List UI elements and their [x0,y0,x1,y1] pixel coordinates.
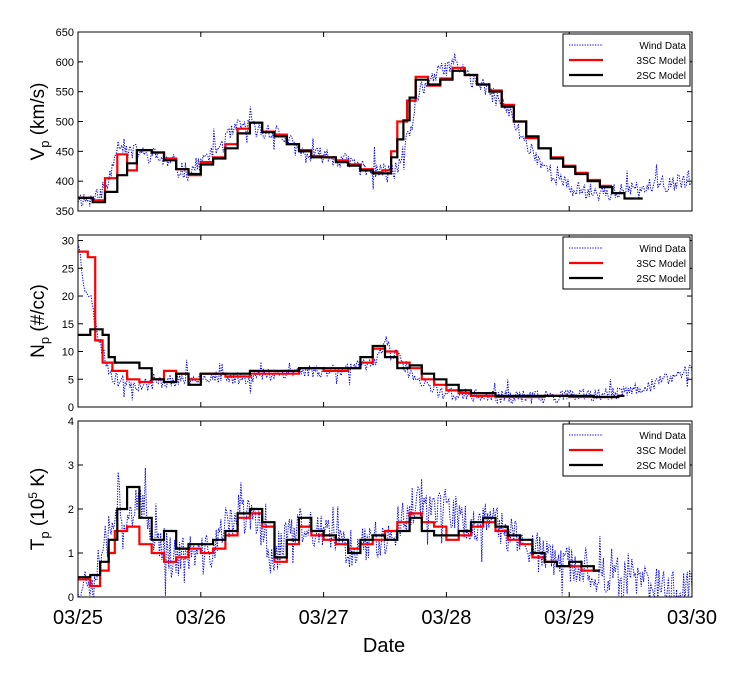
x-tick-label: 03/27 [299,607,349,629]
y-tick-label: 450 [56,146,74,158]
y-axis-label-tp: Tp (105 K) [26,468,52,551]
x-axis: 03/25 03/26 03/27 03/28 03/29 03/30 [53,607,717,629]
panel-vp: 350 400 450 500 550 600 650 Vp (km/s) Wind Data 3… [28,27,693,218]
y-tick-label: 400 [56,176,74,188]
x-axis-label: Date [363,635,405,657]
wind-data-line-tp [78,467,692,597]
y-tick-label: 15 [62,319,74,331]
series-group-tp [78,467,692,597]
model-2sc-line-tp [78,485,600,579]
legend-tp: Wind Data 3SC Model 2SC Model [562,423,691,477]
model-3sc-line-tp [78,512,600,588]
y-tick-label: 600 [56,57,74,69]
panel-np: 0 5 10 15 20 25 30 Np (#/cc) Wind Data 3SC Model 2… [28,234,693,414]
y-tick-label: 0 [68,592,74,604]
wind-data-line-vp [78,53,692,207]
y-tick-label: 650 [56,27,74,39]
series-group-vp [78,53,692,207]
y-tick-label: 5 [68,374,74,386]
series-group-np [78,243,692,405]
y-axis-label-vp: Vp (km/s) [28,83,52,161]
legend-label-sc3: 3SC Model [637,259,686,270]
legend-label-wind: Wind Data [639,41,686,52]
y-tick-label: 2 [68,504,74,516]
legend-label-wind: Wind Data [639,431,686,442]
y-tick-label: 0 [68,402,74,414]
y-tick-label: 3 [68,460,74,472]
y-tick-label: 25 [62,263,74,275]
y-tick-label: 10 [62,347,74,359]
y-tick-label: 1 [68,548,74,560]
y-tick-label: 4 [68,416,74,428]
y-axis-label-np: Np (#/cc) [28,284,52,358]
y-tick-label: 20 [62,291,74,303]
x-tick-label: 03/28 [421,607,471,629]
y-tick-label: 550 [56,87,74,99]
model-2sc-line-np [78,328,625,399]
model-3sc-line-np [78,250,625,399]
y-tick-label: 500 [56,117,74,129]
x-tick-label: 03/25 [53,607,103,629]
legend-np: Wind Data 3SC Model 2SC Model [562,236,691,290]
legend-label-sc2: 2SC Model [637,71,686,82]
legend-label-sc2: 2SC Model [637,274,686,285]
panel-tp: 0 1 2 3 4 Tp (105 K) Wind Data 3SC Model 2SC Mod… [26,416,693,604]
x-tick-label: 03/26 [176,607,226,629]
wind-data-line-np [78,243,692,405]
model-2sc-line-vp [78,69,643,204]
axes-frame-vp [77,31,693,212]
y-tick-label: 30 [62,236,74,248]
legend-vp: Wind Data 3SC Model 2SC Model [562,33,691,87]
axes-frame-tp [77,420,693,598]
x-tick-label: 03/30 [667,607,717,629]
legend-label-sc3: 3SC Model [637,446,686,457]
axes-frame-np [77,234,693,408]
legend-label-sc3: 3SC Model [637,56,686,67]
legend-label-wind: Wind Data [639,244,686,255]
legend-label-sc2: 2SC Model [637,461,686,472]
x-tick-label: 03/29 [544,607,594,629]
y-tick-label: 350 [56,206,74,218]
